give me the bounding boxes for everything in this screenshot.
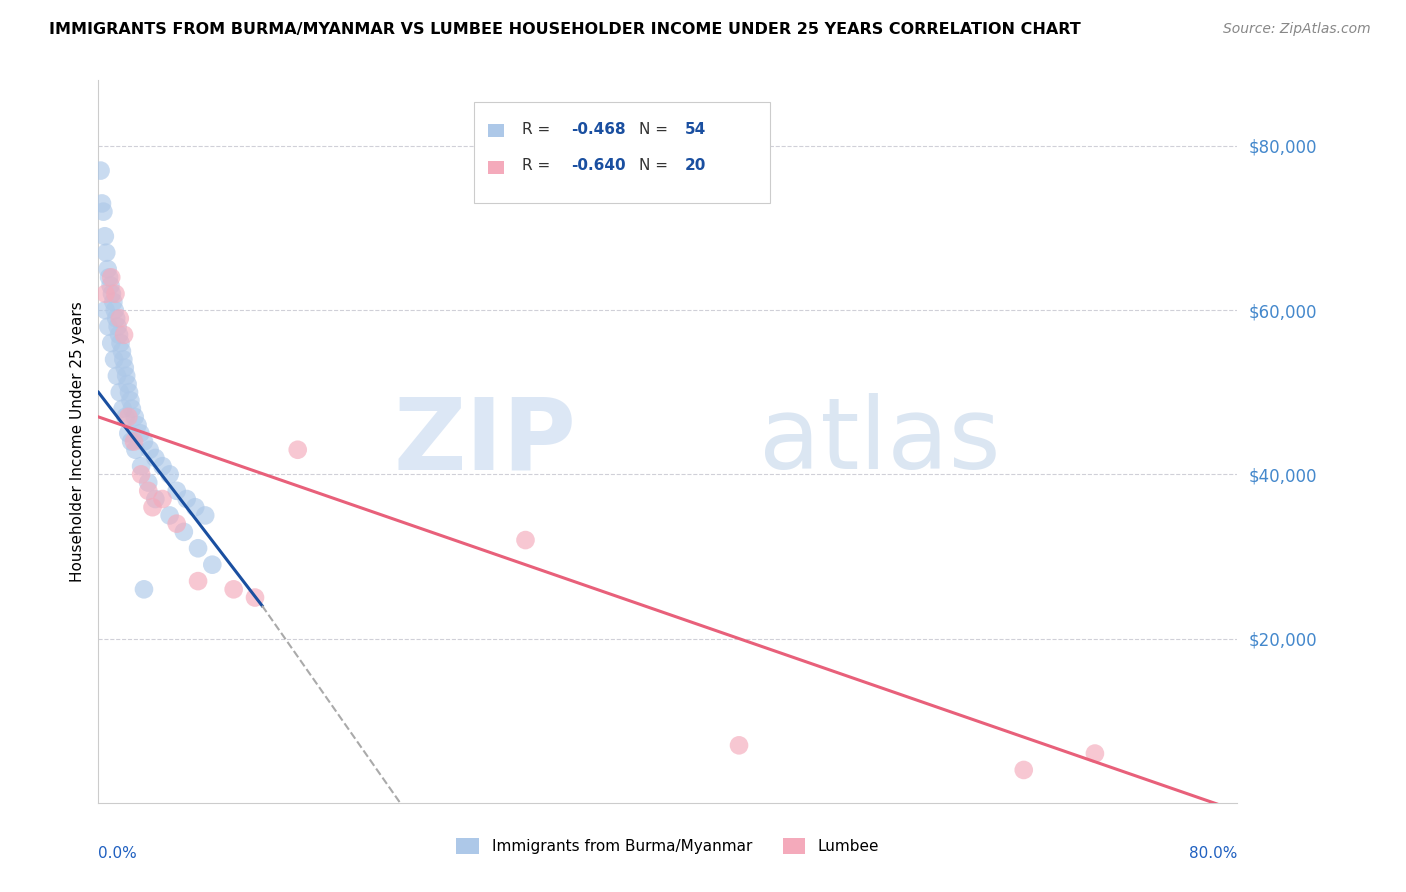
- Point: [120, 434, 142, 449]
- Point: [104, 303, 127, 318]
- Point: [122, 434, 145, 449]
- Point: [94, 286, 117, 301]
- Point: [145, 450, 167, 465]
- Point: [107, 319, 129, 334]
- Point: [176, 491, 198, 506]
- Point: [129, 467, 152, 482]
- Legend: Immigrants from Burma/Myanmar, Lumbee: Immigrants from Burma/Myanmar, Lumbee: [450, 832, 886, 860]
- Point: [105, 311, 128, 326]
- Text: N =: N =: [640, 122, 673, 137]
- Point: [129, 426, 152, 441]
- Point: [91, 196, 114, 211]
- Text: N =: N =: [640, 158, 673, 173]
- Point: [100, 270, 122, 285]
- Point: [110, 336, 132, 351]
- Text: R =: R =: [522, 122, 555, 137]
- Point: [141, 500, 163, 515]
- FancyBboxPatch shape: [474, 102, 770, 203]
- Text: -0.468: -0.468: [571, 122, 626, 137]
- Point: [187, 574, 209, 588]
- Point: [1012, 763, 1035, 777]
- Point: [120, 393, 142, 408]
- Point: [101, 286, 124, 301]
- Point: [100, 336, 122, 351]
- Point: [138, 442, 160, 457]
- Point: [166, 516, 188, 531]
- Point: [103, 295, 125, 310]
- Point: [97, 319, 120, 334]
- Point: [187, 541, 209, 556]
- Point: [115, 368, 138, 383]
- Y-axis label: Householder Income Under 25 years: Householder Income Under 25 years: [69, 301, 84, 582]
- Point: [184, 500, 207, 515]
- Point: [94, 303, 117, 318]
- Point: [96, 245, 118, 260]
- Point: [118, 385, 141, 400]
- Point: [194, 508, 217, 523]
- Point: [166, 483, 188, 498]
- Point: [114, 409, 136, 424]
- Point: [111, 344, 134, 359]
- Point: [1084, 747, 1107, 761]
- Point: [515, 533, 537, 547]
- Point: [114, 360, 136, 375]
- Point: [105, 368, 128, 383]
- Point: [728, 739, 751, 753]
- Point: [173, 524, 195, 539]
- Point: [124, 442, 146, 457]
- Point: [93, 204, 115, 219]
- Point: [108, 327, 131, 342]
- Text: -0.640: -0.640: [571, 158, 626, 173]
- Text: 20: 20: [685, 158, 706, 173]
- Point: [97, 262, 120, 277]
- Point: [111, 401, 134, 416]
- Point: [94, 229, 117, 244]
- Point: [108, 311, 131, 326]
- Point: [136, 483, 159, 498]
- Point: [121, 401, 143, 416]
- Point: [243, 591, 266, 605]
- Text: IMMIGRANTS FROM BURMA/MYANMAR VS LUMBEE HOUSEHOLDER INCOME UNDER 25 YEARS CORREL: IMMIGRANTS FROM BURMA/MYANMAR VS LUMBEE …: [49, 22, 1081, 37]
- Point: [222, 582, 245, 597]
- Point: [117, 377, 139, 392]
- Point: [152, 459, 174, 474]
- Point: [132, 582, 155, 597]
- Point: [159, 508, 181, 523]
- Point: [98, 270, 121, 285]
- Text: 54: 54: [685, 122, 706, 137]
- Point: [127, 418, 149, 433]
- Text: 80.0%: 80.0%: [1189, 847, 1237, 861]
- Point: [100, 278, 122, 293]
- Point: [145, 491, 167, 506]
- Point: [117, 426, 139, 441]
- Text: atlas: atlas: [759, 393, 1001, 490]
- Text: R =: R =: [522, 158, 555, 173]
- Point: [132, 434, 155, 449]
- Point: [117, 409, 139, 424]
- Point: [108, 385, 131, 400]
- Point: [103, 352, 125, 367]
- Point: [104, 286, 127, 301]
- Point: [159, 467, 181, 482]
- Point: [112, 352, 135, 367]
- Point: [90, 163, 112, 178]
- FancyBboxPatch shape: [488, 161, 505, 174]
- Point: [124, 409, 146, 424]
- Point: [152, 491, 174, 506]
- Point: [287, 442, 309, 457]
- Text: 0.0%: 0.0%: [98, 847, 138, 861]
- Point: [201, 558, 224, 572]
- Point: [129, 459, 152, 474]
- Point: [136, 475, 159, 490]
- FancyBboxPatch shape: [488, 124, 505, 136]
- Point: [112, 327, 135, 342]
- Text: ZIP: ZIP: [394, 393, 576, 490]
- Text: Source: ZipAtlas.com: Source: ZipAtlas.com: [1223, 22, 1371, 37]
